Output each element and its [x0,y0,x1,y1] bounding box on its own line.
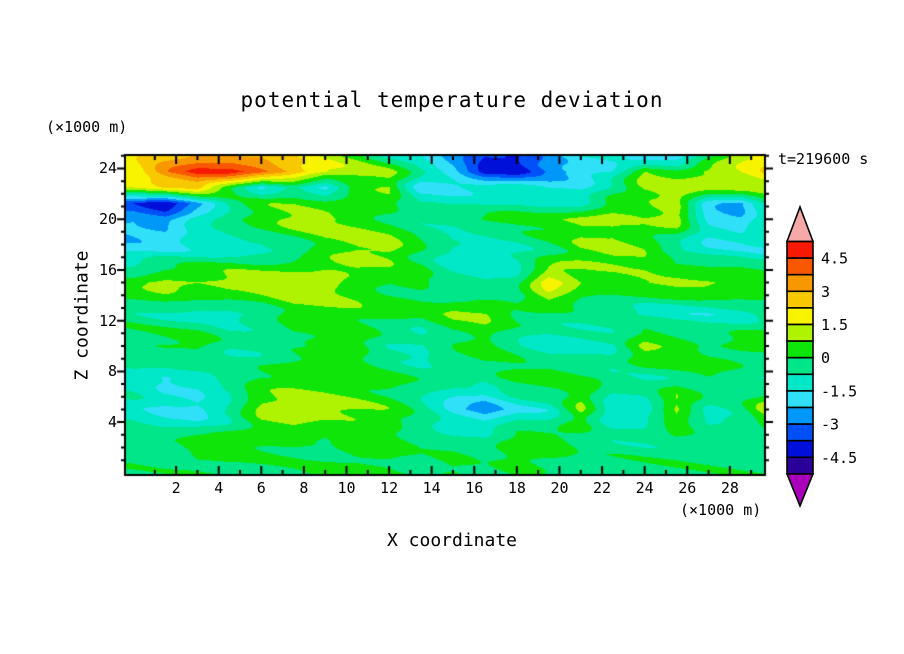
x-tick-label: 16 [465,479,484,497]
colorbar: 4.5 3 1.5 0 -1.5 -3 -4.5 [785,204,857,509]
contour-plot-canvas [115,145,775,485]
colorbar-tick-label: 1.5 [821,316,848,334]
x-tick-label: 2 [171,479,181,497]
colorbar-segment [786,356,814,376]
colorbar-segment [786,406,814,425]
x-tick-label: 4 [214,479,224,497]
y-axis-units-label: (×1000 m) [46,118,128,136]
colorbar-under-arrow [785,473,815,509]
colorbar-segment [786,323,814,342]
colorbar-segment [786,439,814,459]
colorbar-segment [786,373,814,392]
colorbar-segment [786,290,814,309]
x-tick-label: 20 [550,479,569,497]
x-tick-label: 22 [593,479,612,497]
colorbar-segment [786,340,814,359]
colorbar-tick-label: -3 [821,416,839,434]
colorbar-segment [786,456,814,475]
x-tick-label: 12 [380,479,399,497]
y-tick-label: 8 [107,362,117,381]
colorbar-segment [786,423,814,442]
colorbar-tick-label: 0 [821,349,830,367]
colorbar-segment [786,257,814,276]
x-tick-label: 28 [720,479,739,497]
colorbar-tick-label: 4.5 [821,250,848,268]
x-tick-label: 24 [635,479,654,497]
colorbar-tick-label: -4.5 [821,449,857,467]
x-tick-label: 10 [337,479,356,497]
colorbar-segment [786,273,814,293]
y-tick-label: 12 [98,311,117,330]
time-annotation: t=219600 s [778,150,869,168]
colorbar-segment [786,240,814,259]
x-tick-label: 18 [507,479,526,497]
colorbar-tick-label: 3 [821,283,830,301]
y-tick-label: 16 [98,260,117,279]
colorbar-segment [786,307,814,326]
y-tick-label: 24 [98,159,117,178]
colorbar-over-arrow [785,204,815,243]
y-tick-label: 20 [98,210,117,229]
colorbar-segment [786,390,814,409]
x-tick-label: 6 [256,479,266,497]
x-tick-label: 14 [422,479,441,497]
x-tick-label: 8 [299,479,309,497]
y-tick-label: 4 [107,413,117,432]
x-axis-units-label: (×1000 m) [680,501,762,519]
plot-title: potential temperature deviation [240,88,664,112]
x-axis-title: X coordinate [386,530,518,551]
colorbar-tick-label: -1.5 [821,382,857,400]
x-tick-label: 26 [678,479,697,497]
